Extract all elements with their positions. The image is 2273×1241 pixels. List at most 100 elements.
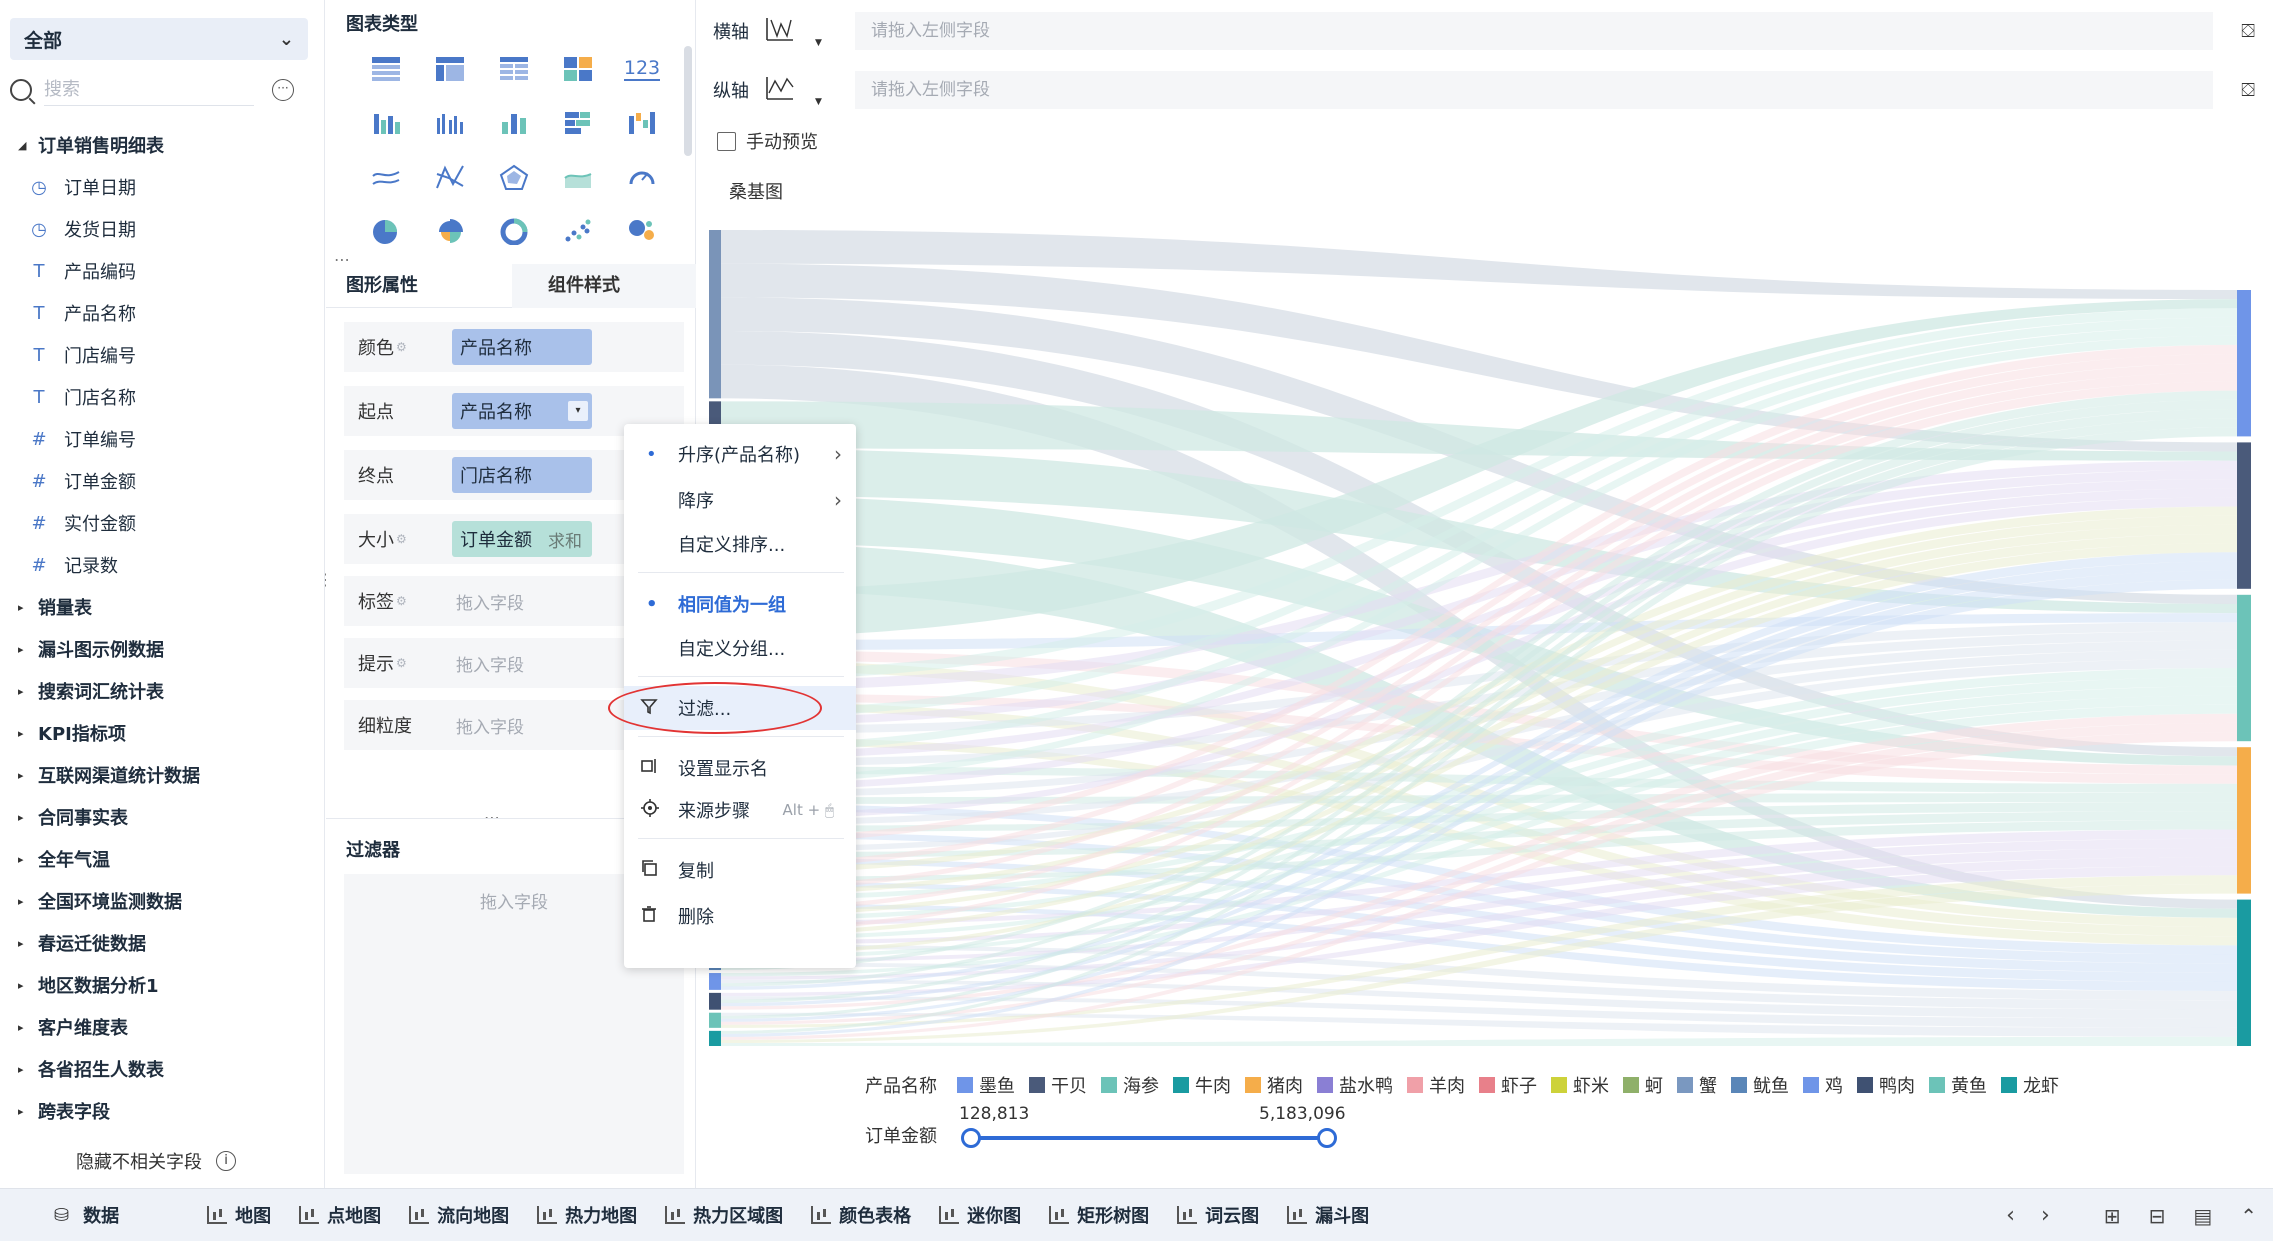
sankey-link[interactable] bbox=[721, 903, 2237, 992]
sankey-link[interactable] bbox=[721, 363, 2237, 892]
tree-group[interactable]: ▸ 地区数据分析1 bbox=[0, 964, 325, 1006]
legend-item[interactable]: 黄鱼 bbox=[1929, 1072, 1987, 1098]
tab-component-style[interactable]: 组件样式 bbox=[512, 264, 696, 308]
sankey-link[interactable] bbox=[721, 1036, 2237, 1046]
menu-rename[interactable]: 设置显示名 bbox=[624, 746, 856, 790]
field-item[interactable]: # 记录数 bbox=[0, 544, 325, 586]
sankey-link[interactable] bbox=[721, 857, 2237, 973]
chevron-left-icon[interactable]: ‹ bbox=[2006, 1203, 2015, 1228]
collapse-up-icon[interactable]: ⌃ bbox=[2240, 1203, 2257, 1228]
sankey-link[interactable] bbox=[721, 399, 2237, 987]
chevron-right-icon[interactable]: › bbox=[2040, 1203, 2050, 1228]
gear-icon[interactable]: ⚙ bbox=[396, 532, 407, 546]
bar-chart-icon[interactable] bbox=[482, 96, 546, 150]
sankey-link[interactable] bbox=[721, 561, 2237, 1007]
sankey-link[interactable] bbox=[721, 401, 2237, 461]
datasource-select[interactable]: 全部 ⌄ bbox=[10, 18, 308, 60]
component-tab[interactable]: 热力区域图 bbox=[665, 1189, 811, 1241]
component-tab[interactable]: 颜色表格 bbox=[811, 1189, 939, 1241]
sankey-link[interactable] bbox=[721, 390, 2237, 971]
sankey-link[interactable] bbox=[721, 838, 2237, 945]
tree-group[interactable]: ▸ 跨表字段 bbox=[0, 1090, 325, 1132]
sankey-link[interactable] bbox=[721, 1012, 2237, 1037]
field-item[interactable]: # 订单编号 bbox=[0, 418, 325, 460]
gear-icon[interactable]: ⚙ bbox=[396, 656, 407, 670]
menu-sort-asc[interactable]: • 升序(产品名称) › bbox=[624, 432, 856, 476]
area-chart-icon[interactable] bbox=[546, 150, 610, 204]
resize-handle-top[interactable]: ⋯ bbox=[334, 250, 352, 269]
sankey-link[interactable] bbox=[721, 317, 2237, 718]
sankey-link[interactable] bbox=[721, 732, 2237, 1040]
field-item[interactable]: ◷ 订单日期 bbox=[0, 166, 325, 208]
legend-item[interactable]: 羊肉 bbox=[1407, 1072, 1465, 1098]
sankey-link[interactable] bbox=[721, 506, 2237, 874]
sankey-link[interactable] bbox=[721, 326, 2237, 752]
sankey-source-node[interactable] bbox=[709, 1030, 721, 1046]
menu-custom-group[interactable]: 自定义分组... bbox=[624, 626, 856, 670]
legend-item[interactable]: 鸭肉 bbox=[1857, 1072, 1915, 1098]
legend-item[interactable]: 牛肉 bbox=[1173, 1072, 1231, 1098]
legend-item[interactable]: 鱿鱼 bbox=[1731, 1072, 1789, 1098]
component-tab[interactable]: 流向地图 bbox=[409, 1189, 537, 1241]
field-item[interactable]: # 实付金额 bbox=[0, 502, 325, 544]
sankey-link[interactable] bbox=[721, 713, 2237, 1010]
sankey-source-node[interactable] bbox=[709, 992, 721, 1010]
sankey-link[interactable] bbox=[721, 847, 2237, 963]
component-tab[interactable]: 迷你图 bbox=[939, 1189, 1049, 1241]
menu-same-group[interactable]: • 相同值为一组 bbox=[624, 582, 856, 626]
caret-down-icon[interactable]: ▼ bbox=[815, 97, 822, 107]
sankey-link[interactable] bbox=[721, 766, 2237, 793]
sankey-link[interactable] bbox=[721, 299, 2237, 638]
sankey-source-node[interactable] bbox=[709, 230, 721, 399]
sankey-link[interactable] bbox=[721, 631, 2237, 767]
sankey-target-node[interactable] bbox=[2237, 747, 2251, 894]
sankey-link[interactable] bbox=[721, 408, 2237, 1003]
menu-copy[interactable]: 复制 bbox=[624, 848, 856, 892]
sankey-link[interactable] bbox=[721, 996, 2237, 1028]
tree-group[interactable]: ▸ 漏斗图示例数据 bbox=[0, 628, 325, 670]
bubble-icon[interactable] bbox=[610, 204, 674, 258]
stacked-bar-icon[interactable] bbox=[546, 96, 610, 150]
legend-item[interactable]: 蟹 bbox=[1677, 1072, 1717, 1098]
manual-preview-checkbox[interactable]: 手动预览 bbox=[717, 128, 818, 154]
tag-drop-zone[interactable]: 拖入字段 bbox=[456, 593, 524, 614]
gear-icon[interactable]: ⚙ bbox=[396, 594, 407, 608]
line-chart-icon[interactable] bbox=[354, 150, 418, 204]
sankey-link[interactable] bbox=[721, 866, 2237, 997]
sankey-link[interactable] bbox=[721, 811, 2237, 858]
gauge-icon[interactable] bbox=[610, 150, 674, 204]
dropdown-arrow-icon[interactable]: ▾ bbox=[568, 401, 588, 421]
sankey-link[interactable] bbox=[721, 722, 2237, 1025]
tree-group[interactable]: ▸ 全国环境监测数据 bbox=[0, 880, 325, 922]
menu-source-step[interactable]: 来源步骤 Alt + 🖱 bbox=[624, 788, 856, 832]
tree-group[interactable]: ▸ 合同事实表 bbox=[0, 796, 325, 838]
legend-item[interactable]: 海参 bbox=[1101, 1072, 1159, 1098]
sankey-link[interactable] bbox=[721, 875, 2237, 1028]
color-field-pill[interactable]: 产品名称 bbox=[452, 329, 592, 365]
hide-irrelevant-toggle[interactable]: 隐藏不相关字段 i bbox=[76, 1148, 236, 1174]
toolbox-icon[interactable]: ⛋ bbox=[2241, 20, 2255, 42]
detail-table-icon[interactable] bbox=[482, 42, 546, 96]
range-min-handle[interactable] bbox=[961, 1128, 981, 1148]
scatter-icon[interactable] bbox=[546, 204, 610, 258]
sankey-link[interactable] bbox=[721, 263, 2237, 452]
kpi-icon[interactable]: 123 bbox=[610, 42, 674, 96]
rose-chart-icon[interactable] bbox=[418, 204, 482, 258]
menu-delete[interactable]: 删除 bbox=[624, 894, 856, 938]
more-options-icon[interactable]: ··· bbox=[272, 79, 294, 101]
sankey-link[interactable] bbox=[721, 372, 2237, 913]
component-tab[interactable]: 矩形树图 bbox=[1049, 1189, 1177, 1241]
legend-item[interactable]: 虾米 bbox=[1551, 1072, 1609, 1098]
field-item[interactable]: T 产品名称 bbox=[0, 292, 325, 334]
sankey-link[interactable] bbox=[721, 448, 2237, 614]
axis-setting-icon[interactable] bbox=[763, 14, 813, 49]
sankey-link[interactable] bbox=[721, 695, 2237, 959]
tip-drop-zone[interactable]: 拖入字段 bbox=[456, 655, 524, 676]
sankey-link[interactable] bbox=[721, 427, 2237, 1034]
radar-icon[interactable] bbox=[482, 150, 546, 204]
grain-drop-zone[interactable]: 拖入字段 bbox=[456, 717, 524, 738]
sankey-link[interactable] bbox=[721, 962, 2237, 1010]
sankey-link[interactable] bbox=[721, 418, 2237, 1019]
sankey-link[interactable] bbox=[721, 308, 2237, 681]
legend-item[interactable]: 龙虾 bbox=[2001, 1072, 2059, 1098]
